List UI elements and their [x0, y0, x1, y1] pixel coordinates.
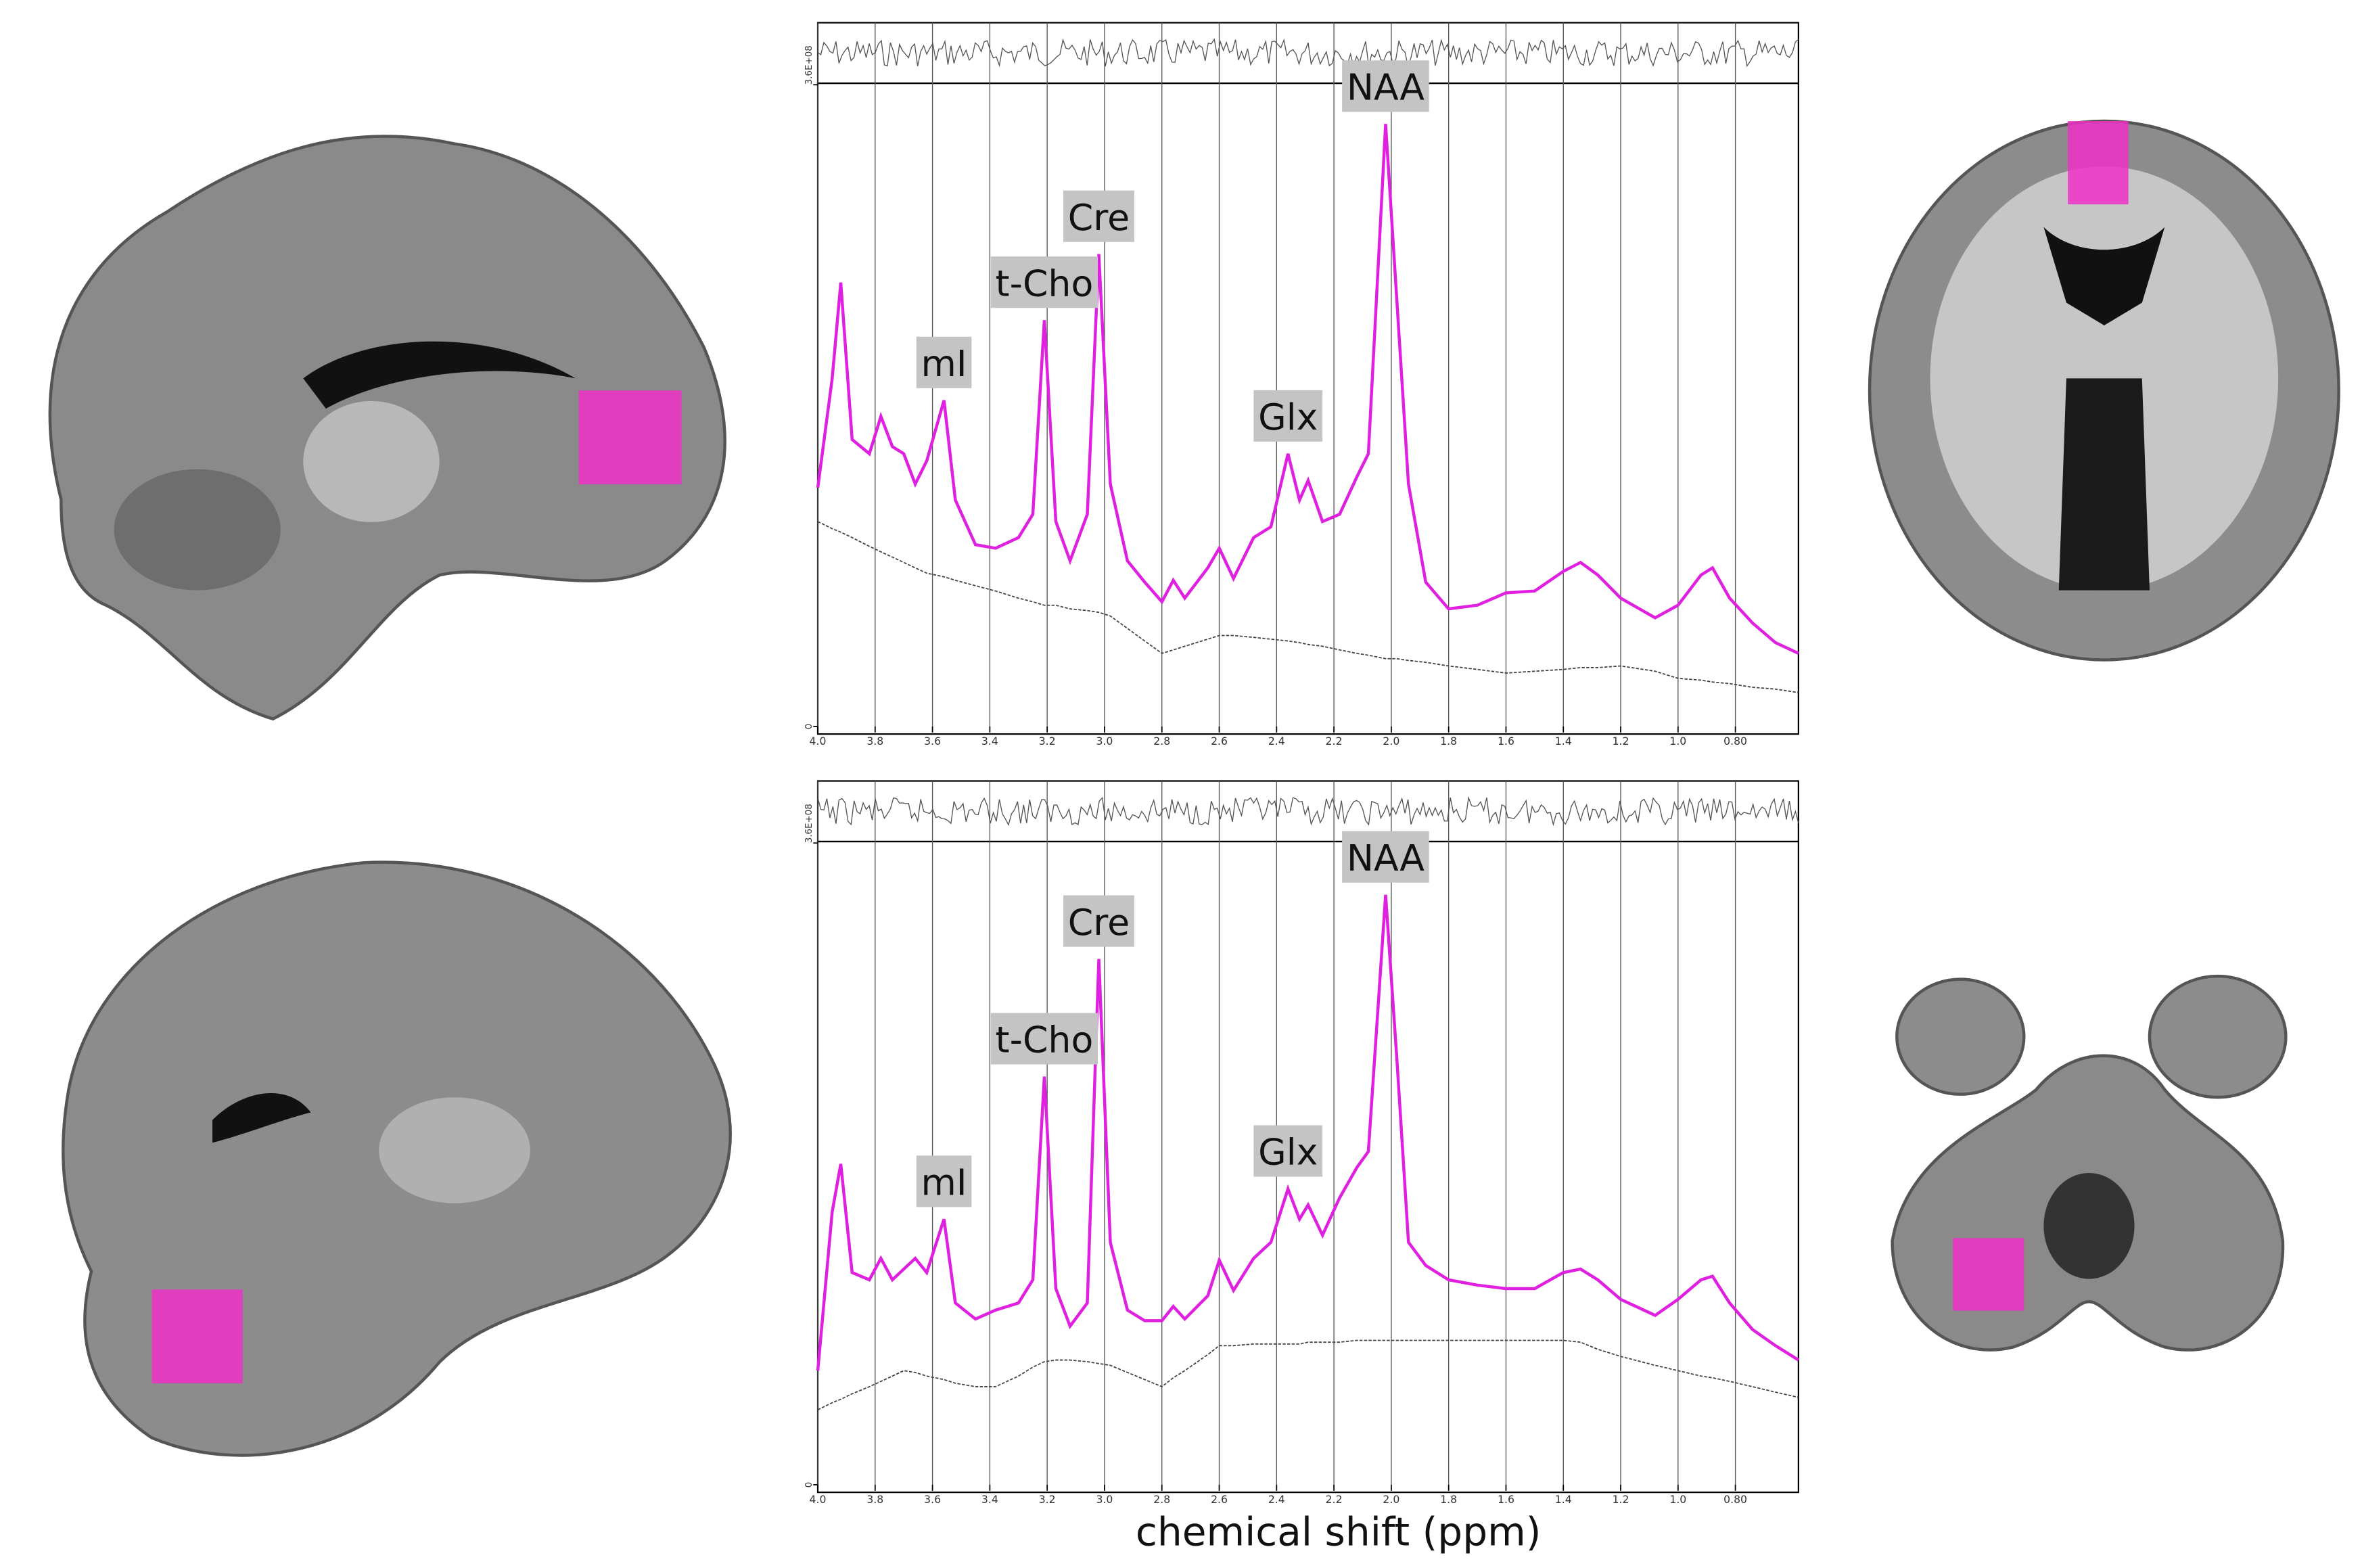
peak-label-box [916, 1155, 972, 1207]
cistern [2058, 378, 2150, 591]
peak-label: mI [921, 342, 967, 385]
x-tick-label: 1.6 [1498, 735, 1514, 747]
x-tick-label: 3.8 [866, 735, 883, 747]
x-tick-label: 3.2 [1039, 1493, 1056, 1506]
peak-label: t-Cho [996, 262, 1094, 304]
x-tick-label: 1.4 [1555, 1493, 1572, 1506]
x-tick-label: 3.0 [1096, 1493, 1113, 1506]
x-tick-label: 4.0 [810, 735, 827, 747]
residual [817, 38, 1799, 68]
x-tick-label: 2.4 [1268, 1493, 1285, 1506]
x-tick-label: 3.8 [866, 1493, 883, 1506]
x-tick-label: 4.0 [810, 1493, 827, 1506]
x-tick-label: 2.0 [1383, 735, 1399, 747]
brain-axial-bottom [1891, 974, 2288, 1352]
x-tick-label: 1.8 [1440, 735, 1457, 747]
baseline-line [817, 1339, 1799, 1410]
cerebellum [114, 469, 281, 591]
x-tick-label: 3.4 [981, 735, 998, 747]
white-matter [1930, 166, 2279, 591]
brain-axial-top [1868, 119, 2340, 662]
voxel [1953, 1238, 2024, 1311]
temporal-lobe [1895, 977, 2026, 1096]
ventricle [2043, 227, 2165, 326]
y-tick-label: 3.6E+08 [804, 45, 814, 85]
peak-label-box [1342, 831, 1429, 883]
brain-sagittal-top [48, 135, 726, 721]
x-tick-label: 3.0 [1096, 735, 1113, 747]
x-tick-label: 2.8 [1153, 735, 1170, 747]
residual [817, 795, 1799, 827]
peak-label: Glx [1258, 1131, 1318, 1174]
ventricle [212, 1093, 311, 1143]
x-tick-label: 3.6 [924, 1493, 941, 1506]
peak-label-box [1342, 60, 1429, 112]
x-tick-label: 1.2 [1613, 735, 1629, 747]
x-tick-label: 3.6 [924, 735, 941, 747]
x-tick-label: 0.80 [1723, 1493, 1747, 1506]
chart: 4.0 3.8 3.6 3.4 3.2 3.0 2.8 2.6 2.4 2.2 2.0 1.8 1.6 1… [804, 22, 1799, 747]
x-tick-label: 1.0 [1669, 1493, 1686, 1506]
peak-label-box [990, 1013, 1098, 1065]
x-tick-label: 3.4 [981, 1493, 998, 1506]
voxel [578, 390, 682, 484]
brain-sagittal-bottom [62, 860, 732, 1457]
fit-line [816, 894, 1800, 1371]
baseline-line [817, 521, 1799, 693]
voxel [2068, 120, 2129, 205]
x-tick-label: 1.6 [1498, 1493, 1514, 1506]
y-tick-label: 0 [804, 724, 814, 730]
x-tick-label: 1.0 [1669, 735, 1686, 747]
chart: 4.0 3.8 3.6 3.4 3.2 3.0 2.8 2.6 2.4 2.2 2.0 1.8 1.6 1… [804, 780, 1800, 1554]
peak-label-box [916, 336, 972, 388]
x-tick-label: 0.80 [1723, 735, 1747, 747]
peak-label-box [1063, 190, 1134, 242]
putamen [379, 1097, 530, 1203]
x-tick-label: 2.4 [1268, 735, 1285, 747]
peak-label: Cre [1068, 196, 1130, 239]
x-tick-label: 2.8 [1153, 1493, 1170, 1506]
peak-label: Glx [1258, 396, 1318, 438]
x-tick-label: 2.2 [1326, 1493, 1343, 1506]
x-tick-label: 2.0 [1383, 1493, 1399, 1506]
residual-frame [816, 780, 1799, 843]
x-tick-label: 2.6 [1211, 735, 1228, 747]
x-axis-label: chemical shift (ppm) [1136, 1508, 1542, 1554]
y-tick-label: 3.6E+08 [804, 804, 814, 843]
peak-label-box [1253, 390, 1323, 442]
peak-label: Cre [1068, 901, 1130, 944]
peak-label-box [990, 256, 1098, 308]
fit-line [816, 124, 1799, 655]
peak-label: NAA [1347, 66, 1425, 108]
peak-label: mI [921, 1161, 967, 1203]
x-tick-label: 1.8 [1440, 1493, 1457, 1506]
thalamus [303, 400, 440, 522]
x-tick-label: 2.2 [1326, 735, 1343, 747]
x-tick-label: 1.2 [1613, 1493, 1629, 1506]
y-tick-label: 0 [804, 1482, 814, 1488]
peak-label: NAA [1347, 837, 1425, 879]
x-tick-label: 2.6 [1211, 1493, 1228, 1506]
peak-label-box [1253, 1125, 1323, 1177]
x-tick-label: 3.2 [1039, 735, 1056, 747]
voxel [152, 1289, 243, 1384]
x-tick-label: 1.4 [1555, 735, 1572, 747]
peak-label: t-Cho [996, 1019, 1094, 1061]
temporal-lobe [2148, 974, 2288, 1099]
ventricle [303, 341, 576, 409]
brainstem [2043, 1173, 2135, 1279]
peak-label-box [1063, 895, 1134, 947]
